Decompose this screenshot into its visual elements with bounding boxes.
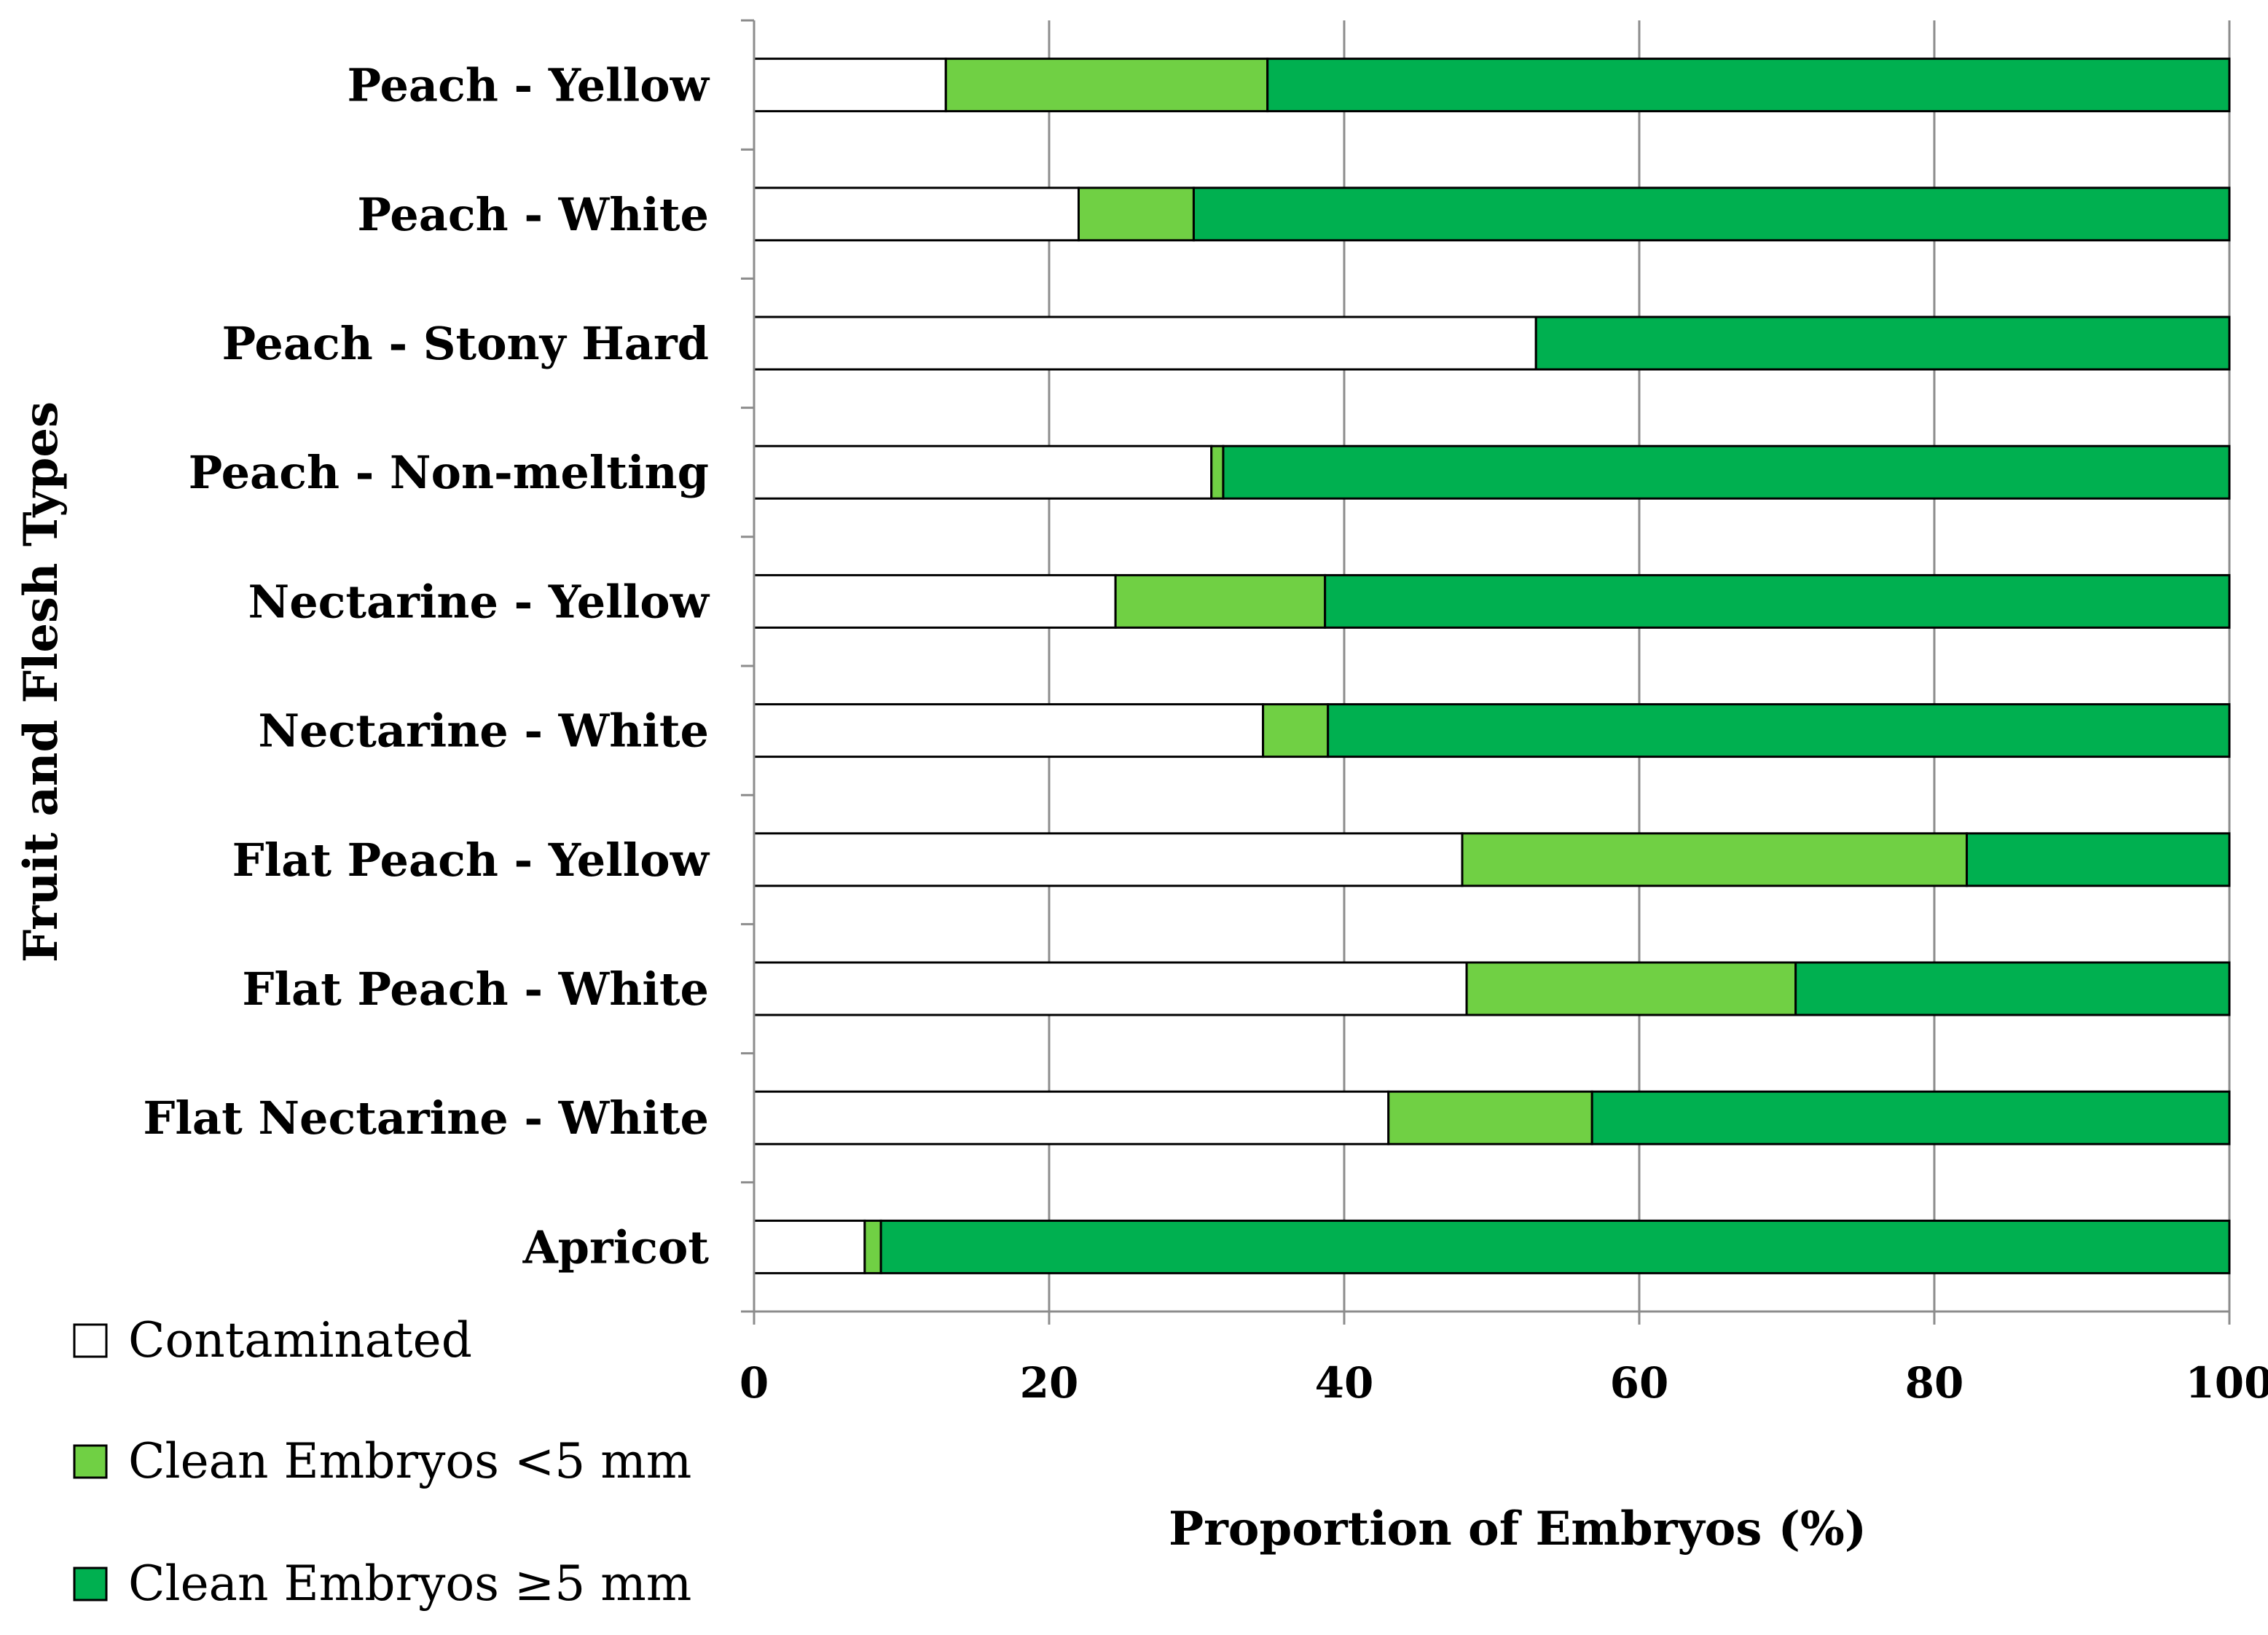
x-tick-label: 20 [1020, 1358, 1079, 1408]
bar-group [753, 832, 2231, 887]
x-tick-label: 40 [1315, 1358, 1374, 1408]
category-label: Flat Peach - White [242, 962, 709, 1016]
bar-group [753, 703, 2231, 758]
bar-segment [1966, 832, 2231, 887]
legend-item: Clean Embryos ≥5 mm [73, 1556, 691, 1612]
bar-segment [753, 1090, 1390, 1145]
legend-swatch [73, 1444, 108, 1479]
x-tick-label: 0 [739, 1358, 769, 1408]
bar-segment [1222, 444, 2231, 500]
category-labels: Peach - Yellow Peach - White Peach - Stony… [143, 59, 710, 1274]
category-label: Flat Peach - Yellow [232, 834, 710, 887]
legend: Contaminated Clean Embryos <5 mm Clean Emb… [73, 1312, 691, 1612]
x-axis-title: Proportion of Embryos (%) [1169, 1502, 1867, 1556]
bar-segment [753, 58, 947, 113]
bar-segment [753, 573, 1117, 629]
bar-segment [1266, 58, 2231, 113]
bar-segment [1461, 832, 1969, 887]
legend-label: Clean Embryos <5 mm [128, 1433, 691, 1489]
bar-group [753, 444, 2231, 500]
bar-segment [1078, 187, 1195, 242]
y-axis-title: Fruit and Flesh Types [14, 401, 68, 962]
x-tick-label: 100 [2185, 1358, 2268, 1408]
bars [753, 58, 2231, 1274]
bar-group [753, 58, 2231, 113]
axes [741, 19, 2231, 1325]
category-label: Peach - Non-melting [189, 446, 709, 499]
bar-group [753, 187, 2231, 242]
legend-label: Clean Embryos ≥5 mm [128, 1556, 691, 1612]
bar-group [753, 1090, 2231, 1145]
x-tick-labels: 0 20 40 60 80 100 [739, 1358, 2268, 1408]
bar-segment [1262, 703, 1330, 758]
bar-group [753, 315, 2231, 371]
bar-group [753, 573, 2231, 629]
bar-segment [753, 703, 1265, 758]
bar-segment [1192, 187, 2231, 242]
x-tick-label: 60 [1610, 1358, 1669, 1408]
bar-segment [1324, 573, 2231, 629]
bar-segment [1590, 1090, 2231, 1145]
legend-item: Contaminated [73, 1312, 472, 1368]
legend-swatch [73, 1323, 108, 1358]
category-label: Apricot [522, 1220, 710, 1274]
bar-segment [753, 961, 1468, 1016]
category-label: Peach - Yellow [348, 59, 710, 112]
bar-segment [753, 187, 1080, 242]
bar-segment [1794, 961, 2231, 1016]
bar-segment [753, 1219, 866, 1274]
category-label: Nectarine - Yellow [248, 575, 710, 628]
bar-group [753, 1219, 2231, 1274]
legend-item: Clean Embryos <5 mm [73, 1433, 691, 1489]
x-tick-label: 80 [1905, 1358, 1964, 1408]
legend-label: Contaminated [128, 1312, 472, 1368]
bar-segment [1387, 1090, 1593, 1145]
bar-segment [753, 315, 1537, 371]
category-label: Flat Nectarine - White [143, 1091, 709, 1145]
category-label: Peach - Stony Hard [221, 317, 709, 370]
bar-segment [1534, 315, 2231, 371]
category-label: Nectarine - White [258, 705, 709, 758]
bar-segment [863, 1219, 882, 1274]
bar-segment [753, 444, 1213, 500]
bar-group [753, 961, 2231, 1016]
bar-segment [944, 58, 1269, 113]
bar-segment [1465, 961, 1797, 1016]
legend-swatch [73, 1567, 108, 1601]
bar-segment [753, 832, 1464, 887]
bar-segment [1210, 444, 1225, 500]
bar-segment [1327, 703, 2231, 758]
bar-segment [1114, 573, 1327, 629]
category-label: Peach - White [357, 188, 709, 241]
bar-segment [879, 1219, 2231, 1274]
